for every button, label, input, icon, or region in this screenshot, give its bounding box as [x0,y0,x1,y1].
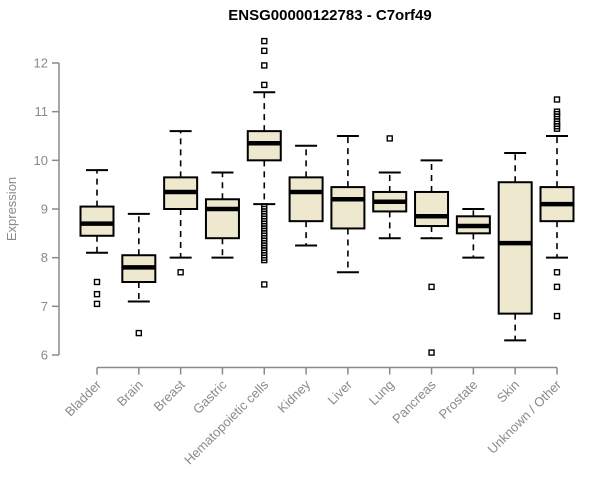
outlier-point [553,283,561,291]
y-tick-label: 8 [41,250,48,265]
iqr-box [497,181,533,315]
outlier-point [428,283,435,291]
x-tick-label: Bladder [62,377,105,420]
outlier-point [93,300,101,308]
iqr-box [288,176,324,223]
outlier-point [93,278,101,286]
box-kidney [288,144,324,247]
box-pancreas [414,159,450,356]
iqr-box [246,130,282,162]
outlier-point [553,269,561,276]
x-tick-label: Skin [494,377,522,405]
x-tick-label: Kidney [274,377,313,416]
y-tick-label: 6 [41,348,48,363]
y-tick-label: 10 [34,153,48,168]
box-unknown-other [539,96,575,320]
outlier-point [261,256,268,264]
box-brain [121,212,157,337]
y-tick-label: 7 [41,299,48,314]
iqr-box [204,198,240,240]
box-hematopoietic-cells [246,37,282,288]
box-prostate [455,208,491,259]
box-breast [163,130,199,276]
outlier-point [428,349,435,356]
outlier-point [261,281,268,288]
x-tick-label: Gastric [190,377,230,417]
x-tick-label: Breast [151,377,188,414]
outlier-point [135,329,143,337]
y-tick-label: 9 [41,202,48,217]
x-tick-label: Unknown / Other [485,377,565,457]
x-tick-label: Pancreas [389,377,439,427]
outlier-point [553,312,561,320]
box-lung [372,135,408,240]
x-tick-label: Prostate [436,377,481,422]
outlier-point [261,81,268,89]
iqr-box [79,205,115,237]
outlier-point [261,47,268,55]
y-tick-label: 11 [35,104,49,119]
iqr-box [414,190,450,228]
x-tick-label: Lung [366,377,397,408]
box-gastric [204,171,240,259]
y-axis-label: Expression [4,177,19,241]
box-bladder [79,169,115,308]
outlier-point [261,37,268,45]
outlier-point [93,290,101,298]
outlier-point [553,125,561,132]
box-series [79,37,575,356]
iqr-box [330,186,366,230]
outlier-point [261,62,268,69]
outlier-point [177,269,184,276]
chart-title: ENSG00000122783 - C7orf49 [228,7,431,24]
box-skin [497,152,533,342]
box-liver [330,135,366,274]
outlier-point [553,96,561,103]
y-tick-label: 12 [34,56,48,71]
x-tick-label: Liver [324,377,355,408]
outlier-point [386,135,393,142]
x-tick-label: Brain [114,377,146,409]
